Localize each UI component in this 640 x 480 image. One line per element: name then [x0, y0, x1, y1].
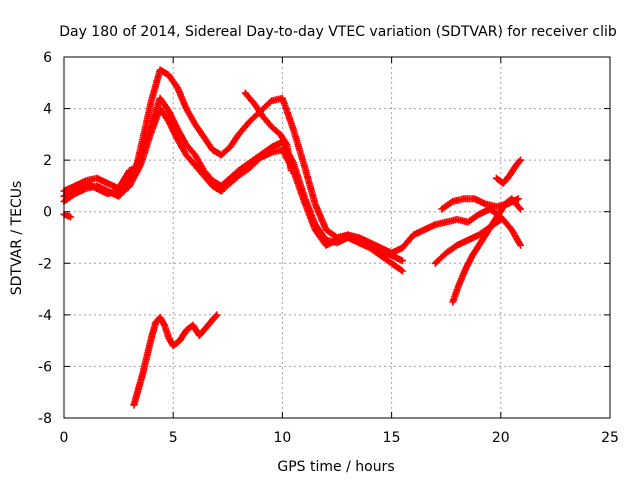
series-arc-4	[241, 89, 295, 174]
x-tick-label: 0	[60, 430, 69, 446]
chart-title: Day 180 of 2014, Sidereal Day-to-day VTE…	[59, 24, 617, 40]
x-tick-label: 15	[383, 430, 401, 446]
y-tick-label: -4	[38, 308, 52, 324]
y-tick-label: 0	[43, 205, 52, 221]
plot-frame	[63, 56, 611, 419]
y-tick-label: 4	[43, 102, 52, 118]
x-tick-label: 25	[601, 430, 619, 446]
x-tick-label: 10	[273, 430, 291, 446]
y-axis-label: SDTVAR / TECUs	[9, 181, 25, 296]
series-arc-9	[492, 156, 524, 187]
x-axis-label: GPS time / hours	[277, 459, 394, 475]
y-tick-label: -6	[38, 359, 52, 375]
x-tick-label: 5	[169, 430, 178, 446]
y-tick-label: -2	[38, 256, 52, 272]
series-arc-11	[130, 311, 221, 409]
series-arc-5	[399, 205, 524, 252]
y-tick-label: 2	[43, 153, 52, 169]
y-tick-label: 6	[43, 50, 52, 66]
axis-ticks: 0 5 10 15 20 25 -8 -6 -4 -2 0 2 4 6	[38, 50, 619, 446]
x-tick-label: 20	[492, 430, 510, 446]
y-tick-label: -8	[38, 411, 52, 427]
series-arc-8	[449, 195, 524, 306]
